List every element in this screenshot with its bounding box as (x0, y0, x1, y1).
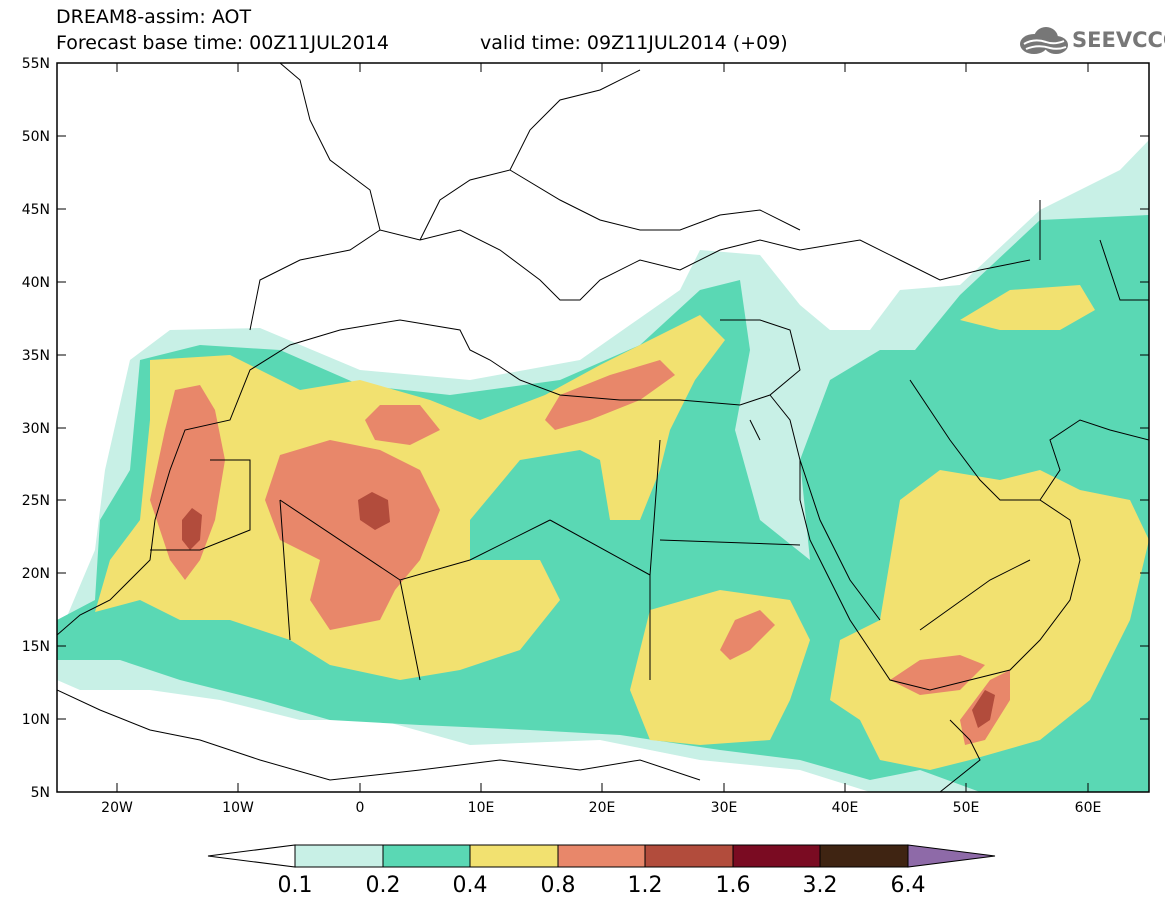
colorbar-label: 0.2 (366, 873, 401, 898)
aot-contour-0.4-arabia (830, 470, 1149, 770)
lon-label: 0 (356, 800, 365, 816)
lon-label: 20W (101, 800, 133, 816)
aot-contour-0.4-iran (960, 285, 1095, 330)
coastlines (57, 63, 1149, 792)
forecast-base-time: Forecast base time: 00Z11JUL2014 (56, 32, 389, 54)
lat-label: 15N (22, 639, 50, 655)
aot-contour-1.2-central (358, 492, 390, 530)
colorbar-swatch (294, 844, 384, 868)
aot-contour-1.2-west (182, 508, 202, 550)
colorbar-swatch (557, 844, 646, 868)
lat-label: 10N (22, 712, 50, 728)
lon-label: 10W (222, 800, 254, 816)
lon-label: 30E (711, 800, 738, 816)
colorbar-label: 0.8 (541, 873, 576, 898)
aot-contour-0.8-west (150, 385, 225, 580)
aot-contour-0.8-central (265, 440, 440, 630)
colorbar-swatch-above (907, 844, 996, 868)
aot-contour-0.8-libya (545, 360, 675, 430)
colorbar-swatch-below (207, 844, 296, 868)
cloud-icon (1020, 27, 1068, 54)
colorbar-label: 0.4 (453, 873, 488, 898)
aot-contour-0.8-yemen (890, 655, 985, 695)
lon-label: 50E (953, 800, 980, 816)
aot-contour-0.8-sudan (720, 610, 775, 660)
lon-label: 60E (1075, 800, 1102, 816)
logo-text: SEEVCCC (1072, 28, 1165, 52)
seevccc-logo: SEEVCCC (1016, 24, 1165, 58)
lat-label: 30N (22, 421, 50, 437)
lat-label: 50N (22, 129, 50, 145)
lat-label: 40N (22, 275, 50, 291)
colorbar-label: 3.2 (803, 873, 838, 898)
lat-label: 55N (22, 56, 50, 72)
colorbar-label: 1.2 (628, 873, 663, 898)
aot-field (57, 63, 1149, 792)
colorbar-swatch (382, 844, 471, 868)
colorbar-labels: 0.1 0.2 0.4 0.8 1.2 1.6 3.2 6.4 (278, 873, 926, 898)
colorbar-swatch (469, 844, 559, 868)
colorbar (207, 844, 996, 868)
aot-contour-1.2-somalia (972, 690, 995, 728)
colorbar-label: 1.6 (716, 873, 751, 898)
colorbar-label: 6.4 (891, 873, 926, 898)
lat-axis: 55N 50N 45N 40N 35N 30N 25N 20N 15N 10N … (22, 56, 1149, 801)
map-title: DREAM8-assim: AOT (56, 6, 252, 28)
aot-contour-0.8-algeria (365, 405, 440, 445)
lat-label: 35N (22, 348, 50, 364)
lat-label: 25N (22, 493, 50, 509)
lon-label: 20E (589, 800, 616, 816)
lon-label: 10E (468, 800, 495, 816)
lat-label: 20N (22, 566, 50, 582)
lon-label: 40E (832, 800, 859, 816)
lat-label: 45N (22, 202, 50, 218)
lat-label: 5N (31, 785, 50, 801)
colorbar-label: 0.1 (278, 873, 313, 898)
valid-time: valid time: 09Z11JUL2014 (+09) (480, 32, 788, 54)
lon-axis: 20W 10W 0 10E 20E 30E 40E 50E 60E (101, 63, 1101, 816)
colorbar-swatch (644, 844, 734, 868)
colorbar-swatch (732, 844, 821, 868)
colorbar-swatch (819, 844, 909, 868)
